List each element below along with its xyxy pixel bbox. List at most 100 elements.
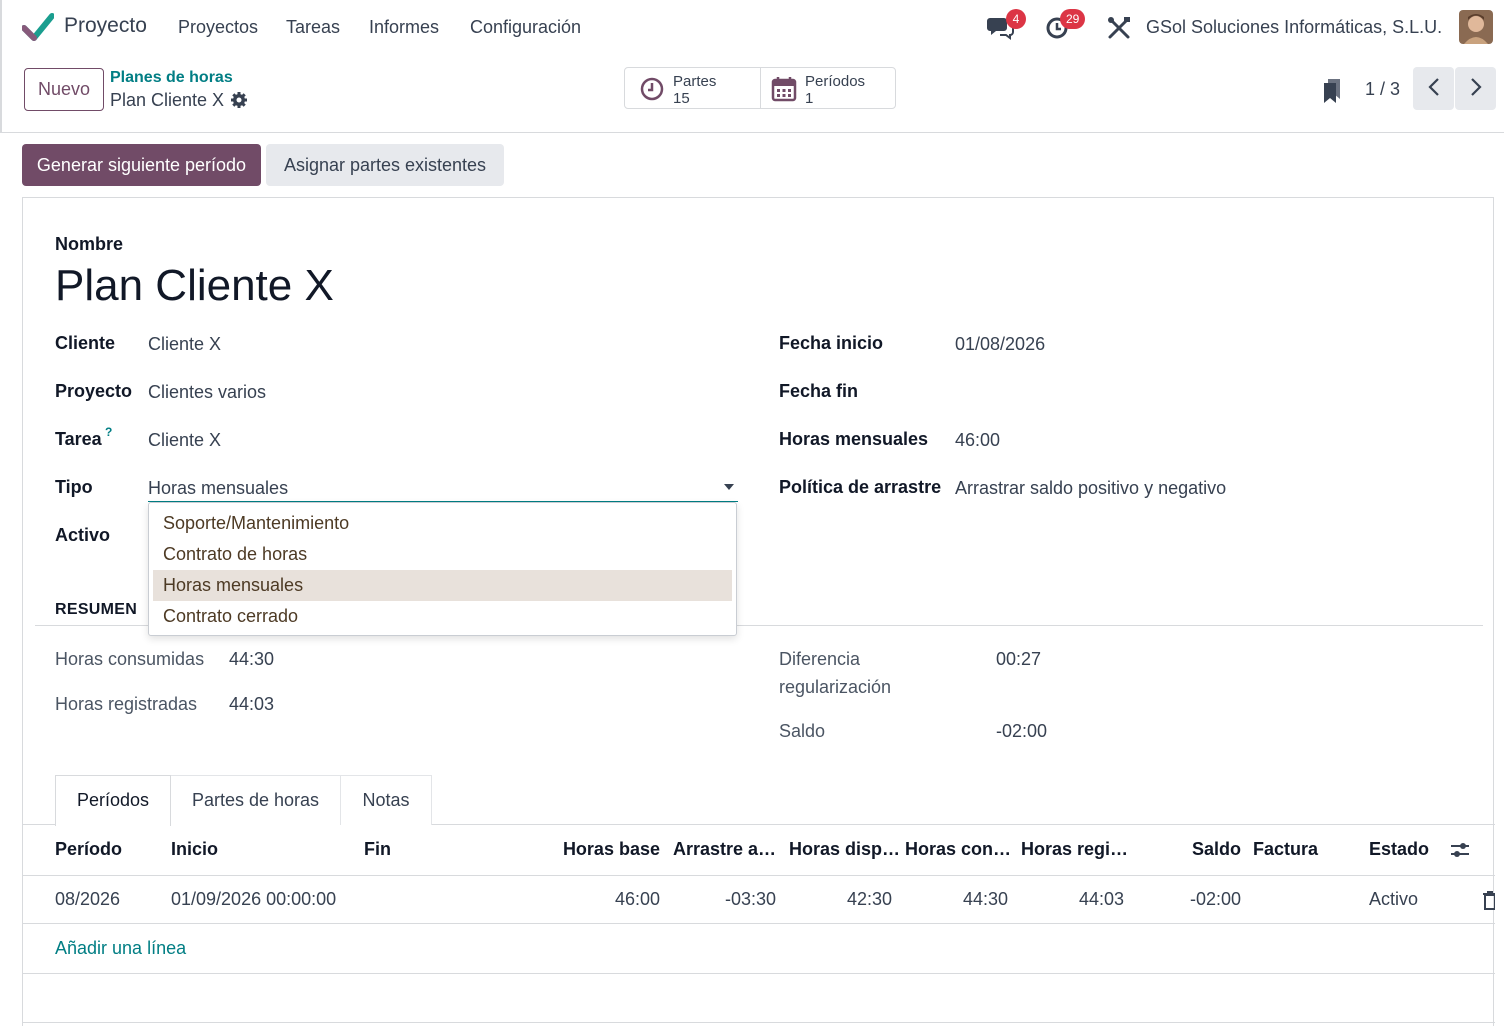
proyecto-label: Proyecto [55, 381, 133, 401]
column-header-horas-consumidas[interactable]: Horas con… [905, 839, 1012, 859]
tipo-select[interactable]: Horas mensuales [148, 474, 738, 502]
menu-informes[interactable]: Informes [369, 17, 440, 37]
cell-estado: Activo [1369, 889, 1419, 909]
tarea-field[interactable]: Cliente X [148, 430, 222, 450]
column-header-horas-base[interactable]: Horas base [562, 839, 660, 859]
smart-button-partes[interactable]: Partes 15 [624, 67, 761, 109]
record-title[interactable]: Plan Cliente X [55, 261, 334, 310]
menu-tareas[interactable]: Tareas [286, 17, 341, 37]
gear-icon[interactable] [230, 91, 248, 109]
tabs-divider [23, 824, 1495, 825]
pager-previous-button[interactable] [1413, 67, 1454, 110]
bookmark-icon[interactable] [1322, 77, 1344, 103]
pager-next-button[interactable] [1455, 67, 1496, 110]
tipo-option-contrato-cerrado[interactable]: Contrato cerrado [163, 606, 299, 626]
help-tooltip-icon[interactable]: ? [105, 425, 113, 439]
cell-arrastre: -03:30 [724, 889, 776, 909]
chevron-left-icon [1427, 78, 1439, 96]
tipo-option-soporte[interactable]: Soporte/Mantenimiento [163, 513, 350, 533]
name-label: Nombre [55, 234, 124, 254]
row-divider [23, 923, 1495, 924]
saldo-value: -02:00 [996, 721, 1048, 741]
chevron-right-icon [1470, 78, 1482, 96]
fecha-inicio-field[interactable]: 01/08/2026 [955, 334, 1046, 354]
messages-badge: 4 [1006, 9, 1026, 29]
assign-existing-timesheets-button[interactable]: Asignar partes existentes [266, 144, 504, 186]
horas-mensuales-field[interactable]: 46:00 [955, 430, 1001, 450]
smart-button-periodos[interactable]: Períodos 1 [760, 67, 896, 109]
cell-periodo: 08/2026 [55, 889, 121, 909]
diferencia-value: 00:27 [996, 649, 1042, 669]
column-header-factura[interactable]: Factura [1253, 839, 1319, 859]
tab-notas[interactable]: Notas [340, 775, 432, 825]
app-logo-icon[interactable] [22, 12, 54, 42]
cliente-label: Cliente [55, 333, 116, 353]
horas-consumidas-value: 44:30 [229, 649, 275, 669]
company-switcher[interactable]: GSol Soluciones Informáticas, S.L.U. [1146, 17, 1443, 37]
cell-saldo: -02:00 [1189, 889, 1241, 909]
top-navbar: Proyecto Proyectos Tareas Informes Confi… [0, 0, 1504, 53]
tipo-label: Tipo [55, 477, 93, 497]
pager-value[interactable]: 1 / 3 [1365, 79, 1401, 99]
smart-label-partes: Partes [673, 73, 717, 90]
column-header-estado[interactable]: Estado [1369, 839, 1430, 859]
smart-label-periodos: Períodos [805, 73, 866, 90]
app-name[interactable]: Proyecto [64, 14, 147, 37]
horas-consumidas-label: Horas consumidas [55, 649, 205, 669]
cliente-field[interactable]: Cliente X [148, 334, 222, 354]
generate-next-period-button[interactable]: Generar siguiente período [22, 144, 261, 186]
smart-value-periodos: 1 [805, 90, 814, 107]
column-header-fin[interactable]: Fin [364, 839, 391, 859]
add-line-link[interactable]: Añadir una línea [55, 938, 187, 958]
tarea-label: Tarea [55, 429, 102, 449]
tipo-selected-value: Horas mensuales [148, 478, 289, 498]
cell-inicio: 01/09/2026 00:00:00 [171, 889, 337, 909]
form-sheet: Nombre Plan Cliente X Cliente Cliente X … [22, 197, 1495, 1026]
menu-proyectos[interactable]: Proyectos [178, 17, 259, 37]
politica-arrastre-label: Política de arrastre [779, 477, 942, 497]
trash-icon[interactable] [1483, 890, 1495, 910]
tab-periodos[interactable]: Períodos [55, 775, 171, 826]
cell-horas-disponibles: 42:30 [846, 889, 892, 909]
column-header-horas-registradas[interactable]: Horas regi… [1021, 839, 1129, 859]
politica-arrastre-field[interactable]: Arrastrar saldo positivo y negativo [955, 478, 1227, 498]
smart-value-partes: 15 [673, 90, 690, 107]
column-header-saldo[interactable]: Saldo [1191, 839, 1241, 859]
horas-mensuales-label: Horas mensuales [779, 429, 929, 449]
breadcrumb-current: Plan Cliente X [110, 90, 225, 110]
calendar-icon [771, 77, 797, 102]
proyecto-field[interactable]: Clientes varios [148, 382, 267, 402]
column-header-periodo[interactable]: Período [55, 839, 123, 859]
row-divider [23, 1022, 1495, 1023]
activities-badge: 29 [1060, 9, 1086, 29]
tipo-option-horas-mensuales[interactable]: Horas mensuales [153, 570, 732, 601]
tools-icon[interactable] [1105, 14, 1133, 40]
column-header-inicio[interactable]: Inicio [171, 839, 219, 859]
cell-horas-base: 46:00 [614, 889, 660, 909]
column-header-horas-disponibles[interactable]: Horas disp… [789, 839, 901, 859]
menu-configuracion[interactable]: Configuración [470, 17, 582, 37]
horas-registradas-label: Horas registradas [55, 694, 198, 714]
optional-columns-icon[interactable] [1450, 840, 1470, 860]
breadcrumb-parent[interactable]: Planes de horas [110, 69, 233, 86]
regularizacion-label: regularización [779, 677, 892, 697]
fecha-fin-field[interactable] [955, 382, 1255, 404]
section-divider [35, 625, 1483, 626]
cell-horas-registradas: 44:03 [1078, 889, 1124, 909]
fecha-fin-label: Fecha fin [779, 381, 859, 401]
activo-label: Activo [55, 525, 111, 545]
header-divider [23, 875, 1495, 876]
clock-icon [640, 77, 664, 101]
diferencia-label: Diferencia [779, 649, 861, 669]
caret-down-icon [724, 484, 734, 490]
new-button[interactable]: Nuevo [24, 68, 104, 111]
fecha-inicio-label: Fecha inicio [779, 333, 884, 353]
column-header-arrastre[interactable]: Arrastre a… [673, 839, 777, 859]
tipo-dropdown-menu: Soporte/Mantenimiento Contrato de horas … [148, 502, 737, 636]
tipo-option-contrato-horas[interactable]: Contrato de horas [163, 544, 308, 564]
cell-horas-consumidas: 44:30 [962, 889, 1008, 909]
user-avatar[interactable] [1459, 10, 1493, 44]
tab-partes-de-horas[interactable]: Partes de horas [170, 775, 341, 825]
saldo-label: Saldo [779, 721, 826, 741]
control-panel: Nuevo Planes de horas Plan Cliente X Par… [0, 53, 1504, 133]
